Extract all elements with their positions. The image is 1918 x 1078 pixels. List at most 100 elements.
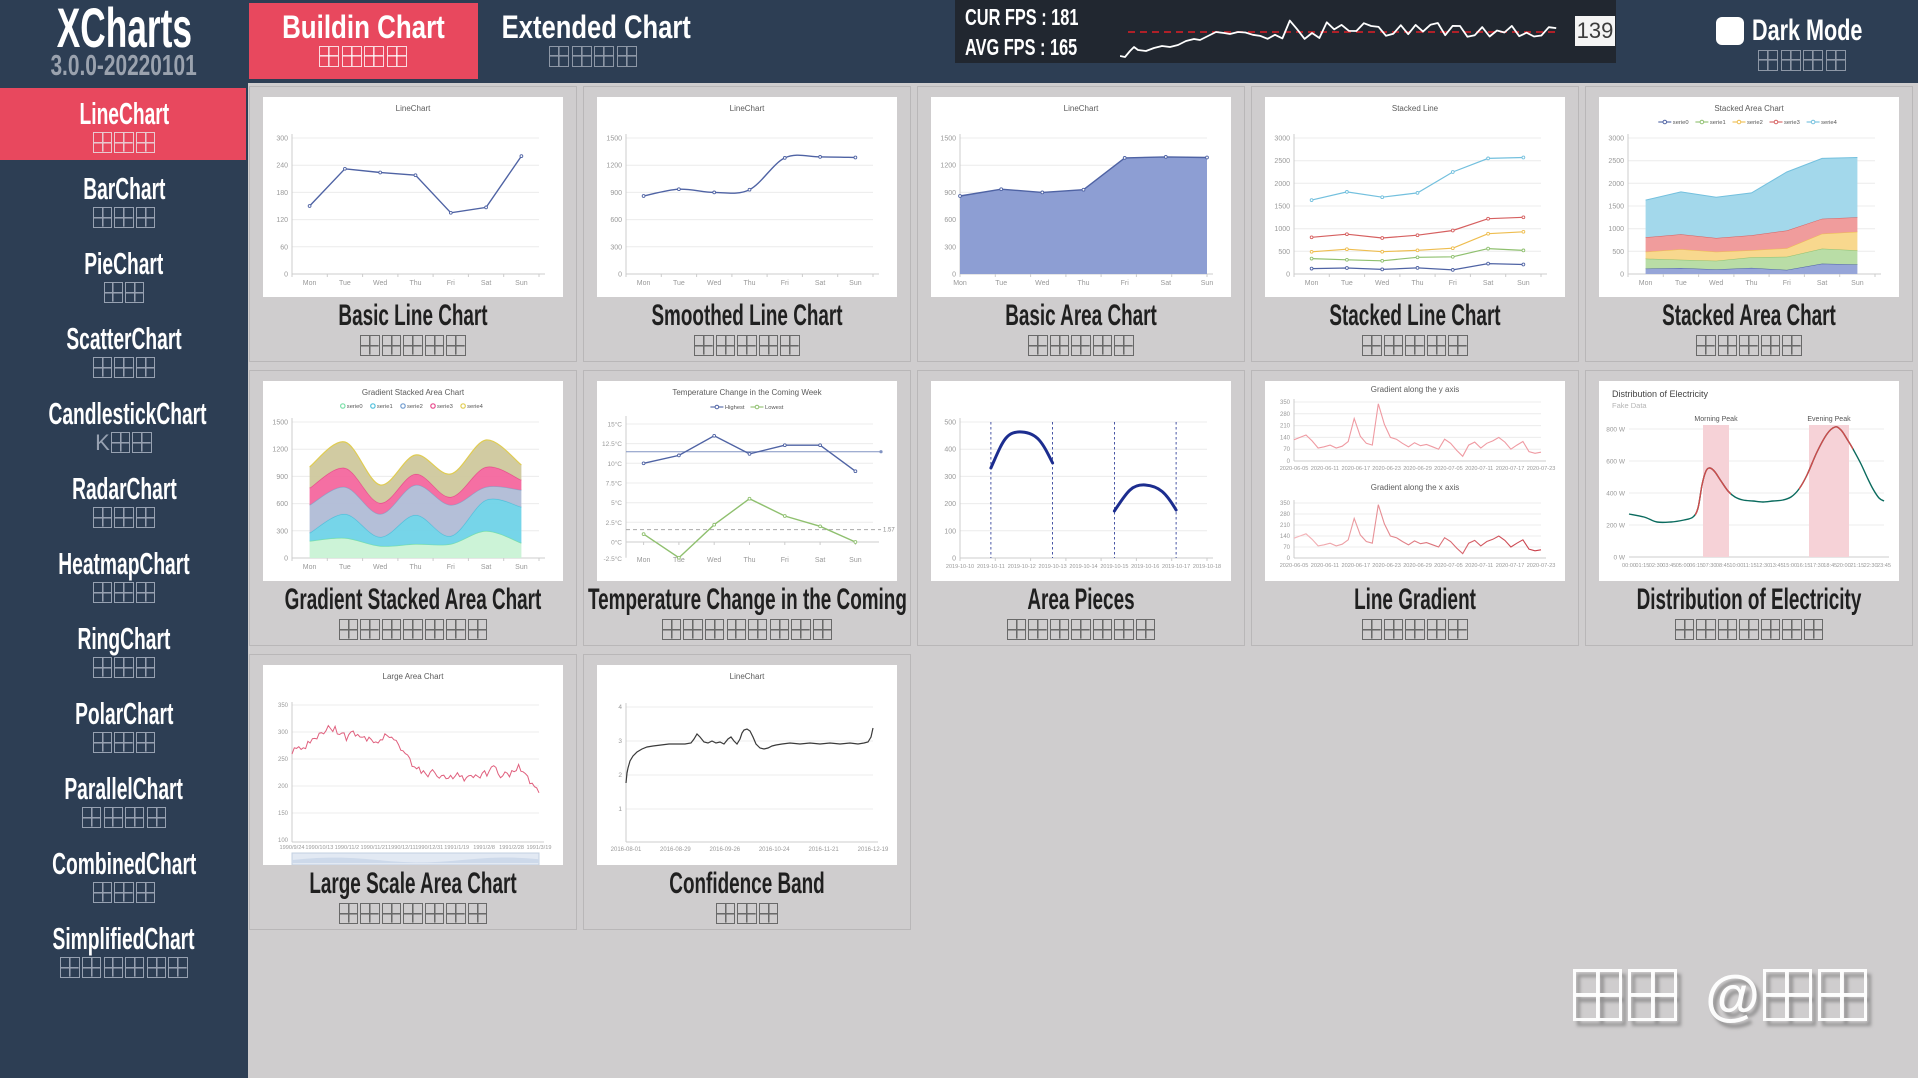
svg-text:serie2: serie2 — [1747, 120, 1763, 126]
svg-text:Distribution of Electricity: Distribution of Electricity — [1612, 389, 1709, 399]
svg-text:200 W: 200 W — [1606, 523, 1626, 530]
svg-text:1991/3/19: 1991/3/19 — [527, 845, 552, 851]
svg-text:1500: 1500 — [1274, 204, 1290, 211]
svg-text:300: 300 — [276, 528, 288, 535]
svg-text:Fri: Fri — [1121, 280, 1130, 287]
svg-text:LineChart: LineChart — [730, 104, 765, 113]
svg-text:280: 280 — [1280, 412, 1291, 418]
svg-text:1500: 1500 — [1608, 204, 1624, 211]
svg-text:100: 100 — [944, 528, 956, 535]
svg-text:2019-10-17: 2019-10-17 — [1162, 564, 1190, 570]
svg-text:Lowest: Lowest — [765, 405, 784, 411]
svg-text:Large Area Chart: Large Area Chart — [383, 672, 445, 681]
svg-text:Stacked Line: Stacked Line — [1392, 104, 1439, 113]
svg-text:18:45: 18:45 — [1823, 563, 1837, 569]
svg-text:2020-07-11: 2020-07-11 — [1465, 563, 1493, 569]
svg-text:Fri: Fri — [781, 557, 790, 564]
svg-text:Thu: Thu — [743, 557, 755, 564]
svg-text:Fri: Fri — [447, 280, 456, 287]
svg-text:serie0: serie0 — [1673, 120, 1689, 126]
svg-text:2020-06-05: 2020-06-05 — [1280, 466, 1309, 472]
svg-text:100: 100 — [278, 838, 289, 844]
svg-text:600: 600 — [610, 217, 622, 224]
svg-text:Sat: Sat — [815, 557, 826, 564]
svg-text:Evening Peak: Evening Peak — [1807, 416, 1851, 423]
svg-text:2016-11-21: 2016-11-21 — [808, 847, 839, 853]
svg-text:400 W: 400 W — [1606, 491, 1626, 498]
svg-text:1991/2/28: 1991/2/28 — [499, 845, 524, 851]
svg-text:2020-07-23: 2020-07-23 — [1527, 466, 1556, 472]
svg-text:Thu: Thu — [1077, 280, 1089, 287]
svg-text:70: 70 — [1283, 447, 1290, 453]
svg-text:600 W: 600 W — [1606, 459, 1626, 466]
svg-text:Sun: Sun — [515, 280, 528, 287]
svg-text:17:30: 17:30 — [1810, 563, 1824, 569]
svg-text:-2.5°C: -2.5°C — [604, 555, 623, 563]
svg-text:0: 0 — [1287, 459, 1291, 465]
svg-text:Thu: Thu — [409, 564, 421, 571]
svg-text:Wed: Wed — [707, 280, 721, 287]
svg-text:Sun: Sun — [1517, 280, 1530, 287]
svg-text:350: 350 — [1280, 400, 1291, 406]
svg-text:16:15: 16:15 — [1797, 563, 1811, 569]
svg-text:0 W: 0 W — [1613, 555, 1625, 562]
svg-text:Mon: Mon — [637, 557, 651, 564]
svg-text:600: 600 — [944, 217, 956, 224]
svg-text:2500: 2500 — [1274, 158, 1290, 165]
svg-text:0: 0 — [1620, 272, 1624, 279]
svg-text:Gradient along the x axis: Gradient along the x axis — [1371, 483, 1460, 492]
svg-text:2019-10-16: 2019-10-16 — [1131, 564, 1159, 570]
svg-text:0: 0 — [284, 556, 288, 563]
svg-text:Sat: Sat — [815, 280, 826, 287]
svg-text:2019-10-18: 2019-10-18 — [1193, 564, 1221, 570]
svg-text:Fake Data: Fake Data — [1612, 401, 1647, 410]
svg-text:Sat: Sat — [1817, 280, 1828, 287]
svg-text:Sat: Sat — [1483, 280, 1494, 287]
svg-text:1500: 1500 — [940, 136, 956, 143]
svg-text:240: 240 — [276, 163, 288, 170]
svg-text:1200: 1200 — [606, 163, 622, 170]
svg-text:2: 2 — [618, 772, 622, 779]
svg-text:serie3: serie3 — [437, 404, 453, 410]
svg-text:08:45: 08:45 — [1716, 563, 1730, 569]
svg-text:serie2: serie2 — [407, 404, 423, 410]
svg-text:Wed: Wed — [707, 557, 721, 564]
svg-text:Sat: Sat — [1161, 280, 1172, 287]
svg-text:900: 900 — [610, 190, 622, 197]
svg-text:Thu: Thu — [1745, 280, 1757, 287]
svg-text:LineChart: LineChart — [1064, 104, 1099, 113]
svg-text:2019-10-14: 2019-10-14 — [1069, 564, 1097, 570]
svg-text:120: 120 — [276, 217, 288, 224]
svg-text:Sun: Sun — [1851, 280, 1864, 287]
svg-text:Fri: Fri — [1783, 280, 1792, 287]
svg-text:1000: 1000 — [1608, 226, 1624, 233]
svg-text:1200: 1200 — [272, 447, 288, 454]
svg-text:serie1: serie1 — [1710, 120, 1726, 126]
svg-text:2016-08-29: 2016-08-29 — [660, 847, 691, 853]
svg-text:2020-06-17: 2020-06-17 — [1341, 563, 1370, 569]
svg-text:70: 70 — [1283, 545, 1290, 551]
svg-text:60: 60 — [280, 244, 288, 251]
svg-text:22:30: 22:30 — [1864, 563, 1878, 569]
svg-text:2020-07-05: 2020-07-05 — [1434, 563, 1463, 569]
svg-text:1990/9/24: 1990/9/24 — [280, 845, 305, 851]
svg-text:Tue: Tue — [995, 280, 1007, 287]
svg-text:Gradient along the y axis: Gradient along the y axis — [1371, 385, 1460, 394]
svg-text:Temperature Change in the Comi: Temperature Change in the Coming Week — [672, 388, 822, 397]
svg-text:Mon: Mon — [303, 564, 317, 571]
svg-text:serie4: serie4 — [467, 404, 484, 410]
svg-text:2000: 2000 — [1274, 181, 1290, 188]
svg-text:1990/11/2: 1990/11/2 — [335, 845, 359, 851]
svg-text:Tue: Tue — [1675, 280, 1687, 287]
svg-text:13:45: 13:45 — [1770, 563, 1784, 569]
svg-text:1.57: 1.57 — [883, 528, 895, 534]
svg-text:Stacked Area Chart: Stacked Area Chart — [1714, 104, 1784, 113]
svg-text:350: 350 — [1280, 501, 1291, 507]
svg-text:Wed: Wed — [373, 564, 387, 571]
svg-text:0: 0 — [1286, 272, 1290, 279]
svg-text:2020-07-05: 2020-07-05 — [1434, 466, 1463, 472]
svg-text:200: 200 — [278, 784, 289, 790]
svg-text:00:00: 00:00 — [1622, 563, 1636, 569]
svg-text:7.5°C: 7.5°C — [606, 480, 623, 488]
svg-text:01:15: 01:15 — [1635, 563, 1649, 569]
